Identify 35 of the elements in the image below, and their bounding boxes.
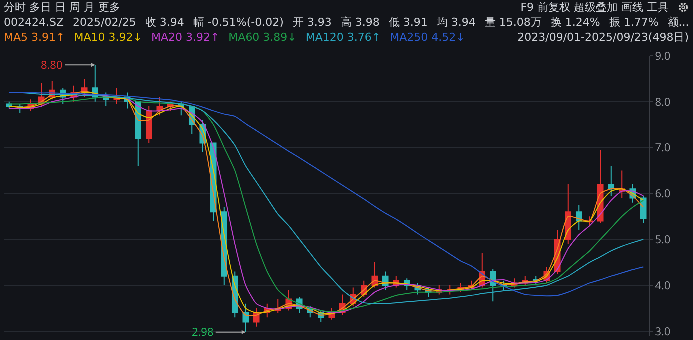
text: MA20 3.92↑ [151, 31, 220, 44]
y-tick-label: 5.0 [655, 232, 671, 248]
text: 低 3.91 [388, 15, 428, 30]
y-tick-label: 8.0 [655, 94, 671, 110]
candlestick [565, 184, 572, 245]
candlestick [640, 196, 647, 224]
y-tick-label: 7.0 [655, 140, 671, 156]
y-tick-label: 3.0 [655, 324, 671, 340]
text: F9 前复权 超级叠加 画线 工具 [520, 0, 669, 15]
y-tick-label: 6.0 [655, 186, 671, 202]
text: 量 15.08万 [484, 15, 542, 30]
y-tick-label: 9.0 [655, 48, 671, 64]
text: MA120 3.76↑ [306, 31, 382, 44]
text: MA5 3.91↑ [4, 31, 66, 44]
text: MA10 3.92↓ [74, 31, 142, 44]
text: 收 3.94 [145, 15, 184, 30]
text: 分时 多日 日 周 月 更多 [4, 0, 120, 15]
text: 额... [668, 15, 690, 30]
text: 高 3.98 [340, 15, 380, 30]
text: 幅 -0.51%(-0.02) [193, 15, 284, 30]
text: MA250 4.52↓ [390, 31, 466, 44]
annotation: 2.98 [192, 325, 214, 340]
candlestick [608, 166, 615, 196]
text: 振 1.77% [609, 15, 659, 30]
candlestick [242, 303, 250, 333]
text: 开 3.93 [292, 15, 332, 30]
chart-subtitle: 2023/09/01-2025/09/23(498日) [518, 30, 689, 45]
candlestick [146, 106, 152, 144]
text: MA60 3.89↓ [228, 31, 297, 44]
annotation: 8.80 [41, 58, 63, 73]
chart-title: 002424.SZ [4, 16, 64, 29]
text: 换 1.24% [550, 15, 600, 30]
text: 2025/02/25 [73, 16, 136, 29]
y-tick-label: 4.0 [655, 278, 671, 294]
text: 均 3.94 [436, 15, 476, 30]
